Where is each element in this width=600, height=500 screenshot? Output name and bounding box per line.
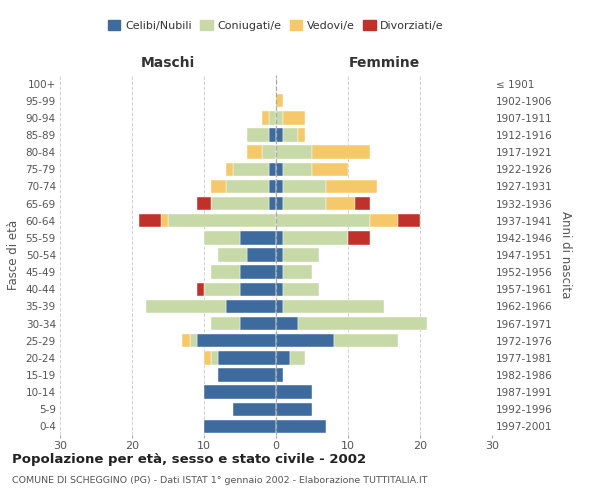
Bar xyxy=(247,146,262,159)
Bar xyxy=(247,248,276,262)
Bar xyxy=(276,420,326,433)
Bar xyxy=(283,180,326,193)
Bar xyxy=(211,351,218,364)
Bar xyxy=(298,128,305,141)
Bar xyxy=(218,368,276,382)
Bar xyxy=(290,351,305,364)
Bar xyxy=(276,111,283,124)
Bar xyxy=(269,111,276,124)
Bar xyxy=(204,282,240,296)
Bar xyxy=(262,146,276,159)
Bar xyxy=(276,402,312,416)
Bar xyxy=(204,351,211,364)
Bar xyxy=(269,128,276,141)
Bar xyxy=(276,386,312,399)
Bar xyxy=(204,386,276,399)
Bar xyxy=(276,266,283,279)
Y-axis label: Anni di nascita: Anni di nascita xyxy=(559,212,572,298)
Bar xyxy=(269,180,276,193)
Bar xyxy=(312,146,370,159)
Bar xyxy=(161,214,168,228)
Bar xyxy=(276,282,283,296)
Bar xyxy=(218,351,276,364)
Bar xyxy=(211,197,269,210)
Bar xyxy=(226,300,276,313)
Bar xyxy=(298,317,427,330)
Bar xyxy=(276,300,283,313)
Bar xyxy=(269,197,276,210)
Bar xyxy=(190,334,197,347)
Bar xyxy=(276,146,312,159)
Bar xyxy=(276,94,283,108)
Bar xyxy=(355,197,370,210)
Bar xyxy=(370,214,398,228)
Bar xyxy=(276,317,298,330)
Legend: Celibi/Nubili, Coniugati/e, Vedovi/e, Divorziati/e: Celibi/Nubili, Coniugati/e, Vedovi/e, Di… xyxy=(104,16,448,36)
Bar xyxy=(326,197,355,210)
Bar xyxy=(283,266,312,279)
Bar xyxy=(204,420,276,433)
Bar xyxy=(283,197,326,210)
Bar xyxy=(276,162,283,176)
Bar xyxy=(283,300,384,313)
Bar xyxy=(276,180,283,193)
Bar xyxy=(226,180,269,193)
Bar xyxy=(283,282,319,296)
Bar xyxy=(240,231,276,244)
Bar xyxy=(276,248,283,262)
Bar xyxy=(197,334,276,347)
Y-axis label: Fasce di età: Fasce di età xyxy=(7,220,20,290)
Bar xyxy=(233,162,269,176)
Bar xyxy=(218,248,247,262)
Bar xyxy=(146,300,226,313)
Bar xyxy=(283,162,312,176)
Bar xyxy=(276,351,290,364)
Bar xyxy=(240,282,276,296)
Bar xyxy=(240,317,276,330)
Bar xyxy=(283,231,348,244)
Bar xyxy=(276,128,283,141)
Bar xyxy=(276,368,283,382)
Text: Popolazione per età, sesso e stato civile - 2002: Popolazione per età, sesso e stato civil… xyxy=(12,452,366,466)
Bar xyxy=(204,231,240,244)
Bar xyxy=(226,162,233,176)
Bar xyxy=(283,248,319,262)
Bar xyxy=(326,180,377,193)
Bar xyxy=(247,128,269,141)
Bar xyxy=(276,214,370,228)
Bar xyxy=(283,111,305,124)
Text: Femmine: Femmine xyxy=(349,56,419,70)
Bar xyxy=(398,214,420,228)
Bar xyxy=(197,282,204,296)
Bar xyxy=(211,317,240,330)
Bar xyxy=(283,128,298,141)
Bar xyxy=(276,231,283,244)
Bar xyxy=(269,162,276,176)
Bar xyxy=(312,162,348,176)
Bar xyxy=(139,214,161,228)
Bar xyxy=(168,214,276,228)
Bar xyxy=(233,402,276,416)
Bar xyxy=(240,266,276,279)
Bar xyxy=(197,197,211,210)
Bar xyxy=(262,111,269,124)
Text: COMUNE DI SCHEGGINO (PG) - Dati ISTAT 1° gennaio 2002 - Elaborazione TUTTITALIA.: COMUNE DI SCHEGGINO (PG) - Dati ISTAT 1°… xyxy=(12,476,427,485)
Bar xyxy=(348,231,370,244)
Bar xyxy=(276,334,334,347)
Bar xyxy=(182,334,190,347)
Text: Maschi: Maschi xyxy=(141,56,195,70)
Bar xyxy=(211,180,226,193)
Bar xyxy=(211,266,240,279)
Bar xyxy=(276,197,283,210)
Bar xyxy=(334,334,398,347)
